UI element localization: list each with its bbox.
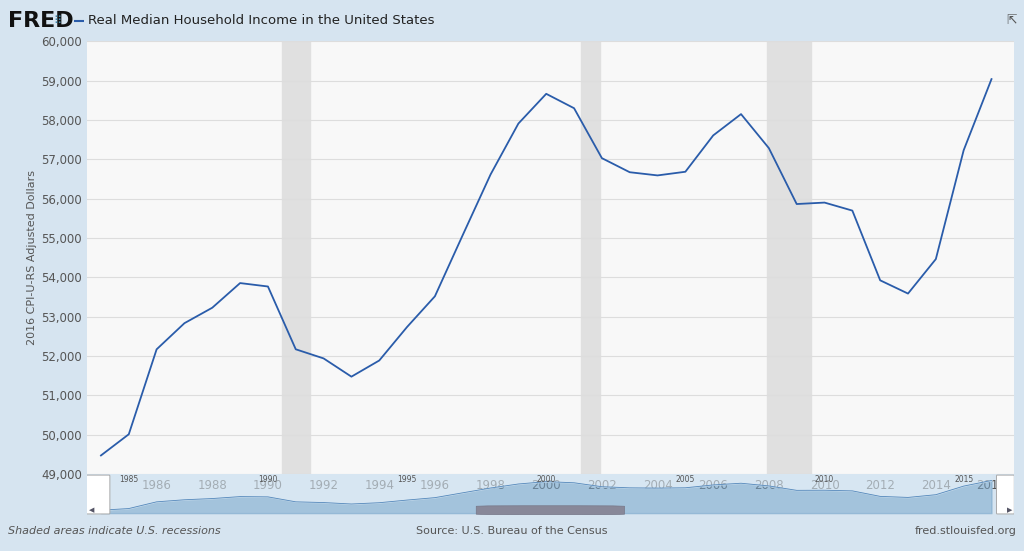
- Text: ▶: ▶: [1007, 507, 1012, 513]
- Text: 2010: 2010: [815, 475, 835, 484]
- Text: 1995: 1995: [397, 475, 417, 484]
- Y-axis label: 2016 CPI-U-RS Adjusted Dollars: 2016 CPI-U-RS Adjusted Dollars: [28, 170, 37, 345]
- FancyBboxPatch shape: [996, 475, 1015, 514]
- Text: Shaded areas indicate U.S. recessions: Shaded areas indicate U.S. recessions: [8, 526, 221, 536]
- Text: 2005: 2005: [676, 475, 695, 484]
- Bar: [581, 41, 600, 474]
- Text: fred.stlouisfed.org: fred.stlouisfed.org: [915, 526, 1017, 536]
- Text: ⠿: ⠿: [53, 15, 61, 26]
- Text: 2015: 2015: [954, 475, 973, 484]
- Text: Real Median Household Income in the United States: Real Median Household Income in the Unit…: [88, 14, 434, 27]
- Text: FRED: FRED: [8, 10, 74, 31]
- Text: ◀: ◀: [89, 507, 94, 513]
- Bar: [282, 41, 309, 474]
- Text: 1990: 1990: [258, 475, 278, 484]
- FancyBboxPatch shape: [476, 506, 625, 515]
- Text: 2000: 2000: [537, 475, 556, 484]
- Text: 1985: 1985: [119, 475, 138, 484]
- Bar: [767, 41, 811, 474]
- FancyBboxPatch shape: [86, 475, 110, 514]
- Text: ⇱: ⇱: [1007, 14, 1017, 27]
- Text: Source: U.S. Bureau of the Census: Source: U.S. Bureau of the Census: [416, 526, 608, 536]
